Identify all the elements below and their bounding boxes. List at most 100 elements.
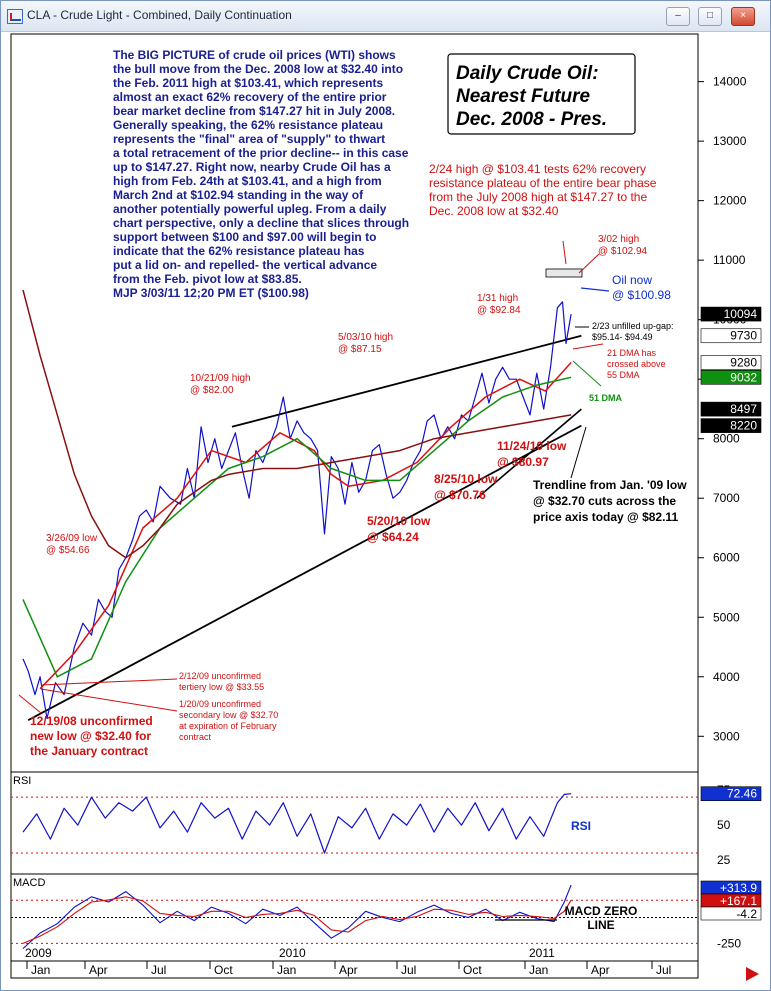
title-bar[interactable]: CLA - Crude Light - Combined, Daily Cont… [1, 1, 770, 32]
trendline-secondary [476, 408, 582, 499]
x-axis: Jan Apr Jul Oct Jan Apr Jul Oct Jan Apr Jul 2009 201… [25, 946, 671, 977]
arrow-2-24-high [562, 240, 567, 265]
price-tag-label: 9280 [730, 356, 757, 370]
macd-panel-title: MACD [13, 877, 45, 889]
price-tag-box [700, 306, 762, 322]
scroll-right-icon[interactable] [746, 967, 759, 981]
annotation-3: 3/02 high @ $102.94 [598, 234, 648, 257]
chart-title: Daily Crude Oil: Nearest Future Dec. 2008 … [456, 63, 607, 130]
price-tag-label: 8497 [730, 402, 757, 416]
resistance-plateau-box [545, 268, 583, 278]
price-axis-label: 14000 [713, 75, 747, 89]
price-tag-box [700, 355, 762, 370]
annotation-18: 12/19/08 unconfirmed new low @ $32.40 for… [30, 714, 153, 758]
annotation-13: 5/20/10 low @ $64.24 [367, 514, 431, 544]
series-lines [22, 289, 572, 950]
rsi-panel-frame [10, 771, 699, 875]
annotation-8: 51 DMA [589, 393, 623, 403]
annotation-2: 2/24 high @ $103.41 tests 62% recovery re… [429, 162, 657, 218]
price-axis-label: 4000 [713, 670, 740, 684]
price-panel-frame [10, 33, 699, 773]
x-axis-year: 2011 [529, 946, 555, 960]
price-axis-label: 7000 [713, 491, 740, 505]
annotation-1: The BIG PICTURE of crude oil prices (WTI… [113, 48, 409, 300]
maximize-button[interactable]: □ [698, 7, 722, 26]
annotation-16: 2/12/09 unconfirmed tertiery low @ $33.55 [179, 671, 264, 692]
price-series-21-dma [39, 361, 572, 690]
annotation-6: 2/23 unfilled up-gap: $95.14- $94.49 [592, 321, 674, 342]
price-series-200-dma [22, 289, 572, 559]
static-marks [495, 268, 583, 921]
price-tag-label: 9730 [730, 329, 757, 343]
price-axis-label: 8000 [713, 432, 740, 446]
x-axis-month: Jul [656, 963, 671, 977]
x-axis-month: Oct [214, 963, 233, 977]
annotations: RSI MACD RSI MACD ZERO LINE Daily Crude Oil: N… [13, 48, 687, 932]
x-axis-year: 2010 [279, 946, 306, 960]
annotation-17: 1/20/09 unconfirmed secondary low @ $32.7… [179, 699, 278, 742]
arrow-trendline [570, 426, 587, 479]
y-axis: 3000400050006000700080009000100001100012… [698, 75, 747, 950]
annotation-5: 1/31 high @ $92.84 [477, 293, 521, 316]
annotation-10: 10/21/09 high @ $82.00 [190, 373, 251, 396]
rsi-value-tag [700, 786, 762, 802]
macd-value-label: +313.9 [720, 881, 757, 895]
minimize-button[interactable]: – [666, 7, 690, 26]
price-tag-box [700, 328, 762, 344]
price-tag-box [700, 418, 762, 433]
macd-value-label: -4.2 [736, 907, 757, 921]
x-axis-month: Oct [463, 963, 482, 977]
price-tag-label: 8220 [730, 419, 757, 433]
price-axis-label: 6000 [713, 551, 740, 565]
annotation-7: 21 DMA has crossed above 55 DMA [607, 348, 666, 380]
trendlines [27, 334, 582, 722]
rsi-axis-label: 50 [717, 818, 731, 832]
arrow-2-12-09 [40, 678, 178, 686]
arrow-1-20-09 [40, 688, 178, 712]
price-tag-label: 10094 [724, 307, 758, 321]
price-axis-label: 3000 [713, 729, 740, 743]
rsi-value-label: 72.46 [727, 787, 757, 801]
macd-axis-label: -250 [717, 936, 741, 950]
price-axis-label: 11000 [713, 253, 746, 267]
arrow-oil-now [580, 287, 610, 292]
macd-value-tag [700, 906, 762, 921]
x-axis-year: 2009 [25, 946, 52, 960]
annotation-4: Oil now @ $100.98 [612, 273, 671, 302]
price-series-55-dma [22, 376, 572, 678]
price-axis-label: 5000 [713, 610, 740, 624]
close-button[interactable]: × [731, 7, 755, 26]
price-tag-box [700, 401, 762, 417]
x-axis-month: Jan [277, 963, 296, 977]
arrow-51dma [572, 360, 602, 387]
window-title: CLA - Crude Light - Combined, Daily Cont… [27, 8, 292, 22]
trendline-lower [27, 424, 582, 722]
rsi-series-label: RSI [571, 819, 591, 833]
price-axis-label: 12000 [713, 194, 747, 208]
macd-series-signal [22, 896, 572, 944]
chart-title-box [447, 53, 636, 135]
price-axis-label: 13000 [713, 134, 747, 148]
rsi-series-line [22, 793, 572, 854]
chart-app-icon [7, 9, 23, 24]
x-axis-month: Jan [31, 963, 50, 977]
price-series-price [22, 301, 572, 720]
arrow-3-02-high [578, 253, 600, 274]
x-axis-month: Jan [529, 963, 548, 977]
x-axis-month: Apr [339, 963, 358, 977]
annotation-9: 5/03/10 high @ $87.15 [338, 332, 393, 355]
trendline-upper [231, 334, 582, 428]
rsi-panel-title: RSI [13, 775, 31, 787]
x-axis-month: Jul [151, 963, 166, 977]
x-axis-month: Jul [401, 963, 416, 977]
time-axis-frame [10, 960, 699, 979]
x-axis-month: Apr [89, 963, 108, 977]
price-tag-box [700, 369, 762, 385]
chart-canvas: 3000400050006000700080009000100001100012… [10, 33, 762, 981]
grid [11, 796, 698, 944]
arrow-21dma [572, 343, 604, 350]
price-tag-label: 9032 [730, 370, 757, 384]
annotation-arrows [18, 240, 610, 714]
